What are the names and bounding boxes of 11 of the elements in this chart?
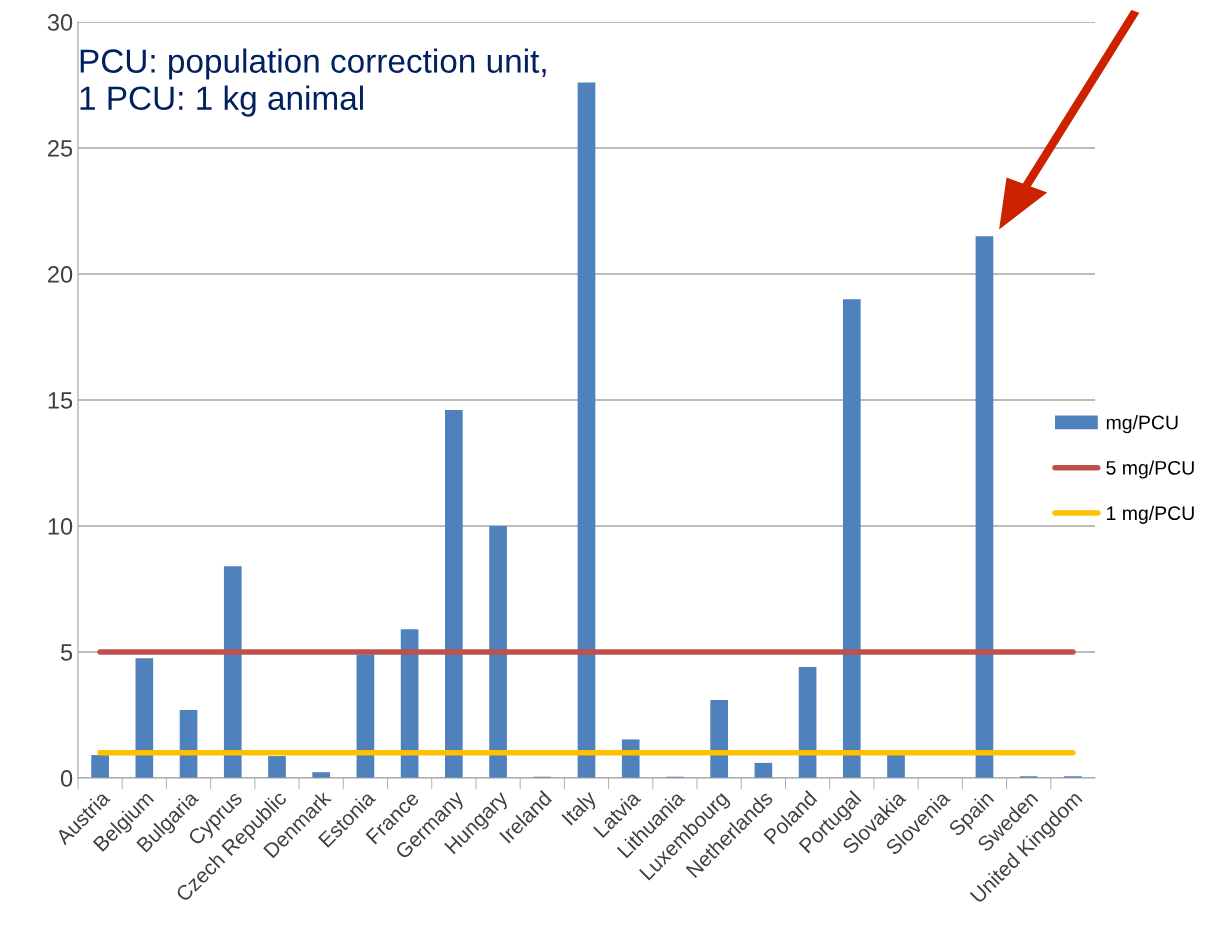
- legend-label: 1 mg/PCU: [1107, 505, 1194, 524]
- y-tick-label: 15: [48, 392, 73, 409]
- annotation: PCU: population correction unit, 1 PCU: 1 kg animal: [80, 48, 546, 117]
- y-tick-label: 20: [48, 266, 73, 283]
- y-tick-label: 10: [48, 518, 73, 535]
- legend-label: 5 mg/PCU: [1106, 460, 1194, 479]
- y-tick-label: 30: [47, 14, 73, 31]
- y-tick-label: 25: [48, 140, 73, 157]
- legend-label: mg/PCU: [1106, 415, 1178, 434]
- y-tick-label: 5: [60, 644, 73, 661]
- y-tick-label: 0: [60, 770, 73, 787]
